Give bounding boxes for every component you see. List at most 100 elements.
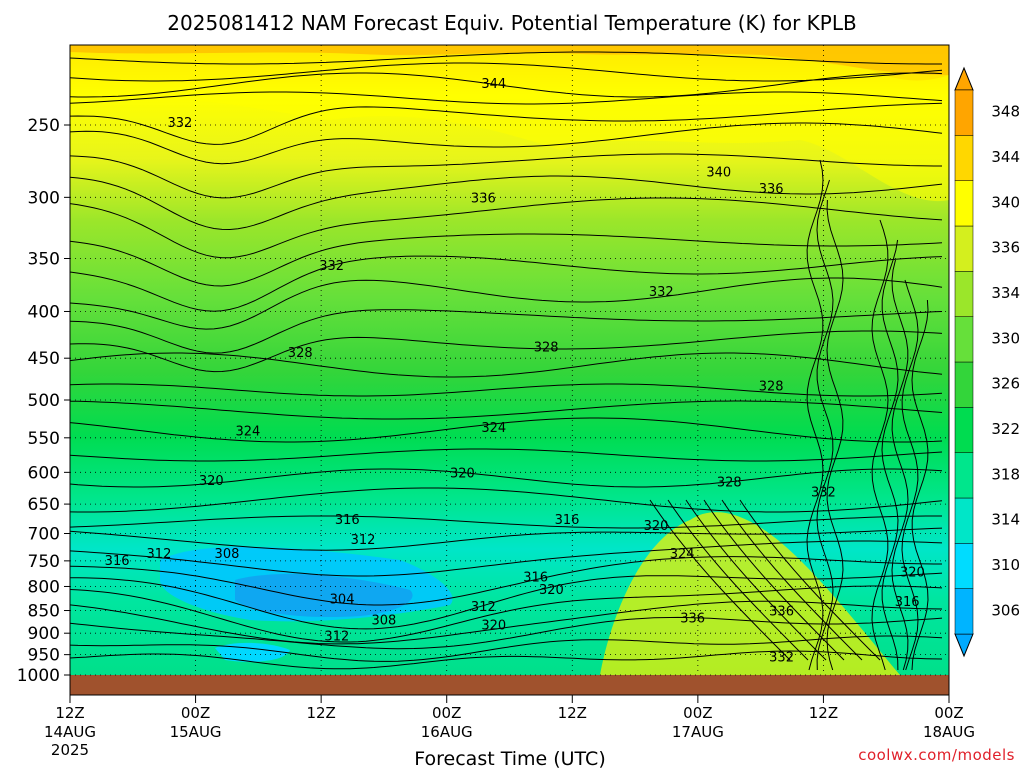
contour-label: 320: [199, 474, 224, 489]
contour-label-text: 340: [706, 165, 731, 180]
contour-line: [891, 259, 909, 671]
contour-label: 312: [471, 600, 496, 615]
colorbar-segment: [954, 543, 974, 589]
contour-label-text: 324: [670, 547, 695, 562]
colorbar-label: 348: [991, 103, 1020, 121]
x-tick-label: 14AUG: [44, 723, 96, 741]
contour-label-text: 336: [680, 611, 705, 626]
contour-line: [70, 515, 942, 529]
chart-title: 2025081412 NAM Forecast Equiv. Potential…: [167, 11, 856, 35]
contour-label: 328: [759, 379, 784, 394]
contour-line: [70, 650, 943, 670]
contour-label-text: 320: [481, 618, 506, 633]
contour-line: [721, 499, 863, 661]
contour-line: [685, 499, 827, 661]
contour-label-text: 336: [471, 191, 496, 206]
contour-label: 316: [523, 570, 548, 585]
contour-line: [70, 448, 943, 462]
contour-line: [70, 330, 943, 373]
contour-label: 336: [769, 605, 794, 620]
contour-line: [70, 400, 943, 420]
contour-line: [901, 279, 919, 671]
colorbar-segment: [954, 316, 974, 363]
grid-lines: [70, 45, 949, 676]
contour-label-text: 328: [534, 341, 559, 356]
contour-line: [667, 499, 809, 661]
contour-line: [70, 417, 943, 443]
contour-line: [70, 51, 942, 65]
contour-label: 308: [372, 614, 397, 629]
contour-label: 312: [351, 533, 376, 548]
x-tick-label: 12Z: [55, 704, 84, 722]
x-tick-label: 12Z: [558, 704, 587, 722]
contour-label: 312: [324, 629, 349, 644]
plot-frame: [69, 44, 950, 696]
contour-line: [70, 175, 943, 231]
colorbar-label: 340: [991, 193, 1020, 211]
contour-line: [70, 309, 943, 354]
contour-label: 316: [335, 513, 360, 528]
x-tick-label: 12Z: [809, 704, 838, 722]
contour-label-text: 320: [199, 474, 224, 489]
contour-lines: [70, 51, 943, 671]
contour-line: [70, 585, 943, 643]
contour-label: 328: [717, 475, 742, 490]
contour-label: 324: [235, 425, 260, 440]
contour-line: [70, 72, 943, 98]
contour-label: 316: [895, 595, 920, 610]
colorbar-segment: [954, 271, 974, 317]
contour-line: [649, 499, 791, 661]
y-tick-label: 1000: [17, 666, 60, 686]
warm-top-region: [70, 45, 949, 81]
contour-label: 332: [811, 486, 836, 501]
x-tick-label: 00Z: [934, 704, 963, 722]
y-axis: 2503003504004505005506006507007508008509…: [17, 116, 70, 686]
colorbar-segment: [954, 180, 974, 227]
contour-label-text: 304: [330, 593, 355, 608]
x-tick-label: 12Z: [306, 704, 335, 722]
contour-label-text: 344: [481, 77, 506, 92]
colorbar-label: 322: [991, 420, 1020, 438]
contour-label: 320: [539, 583, 564, 598]
contour-line: [70, 352, 943, 378]
contour-label-text: 312: [147, 547, 172, 562]
contour-line: [70, 197, 943, 259]
contour-label: 320: [450, 466, 475, 481]
contour-line: [739, 499, 881, 661]
y-tick-label: 700: [28, 524, 60, 544]
contour-label-text: 312: [471, 600, 496, 615]
contour-label-text: 328: [759, 379, 784, 394]
yellow-upper-region: [70, 52, 949, 202]
contour-line: [70, 383, 943, 397]
contour-label-text: 320: [450, 466, 475, 481]
contour-line: [70, 62, 943, 82]
contour-line: [70, 277, 943, 330]
contour-line: [70, 616, 943, 650]
contour-label: 320: [481, 618, 506, 633]
colorbar-segment: [954, 407, 974, 453]
contour-label: 332: [167, 116, 192, 131]
colorbar-segment: [954, 135, 974, 181]
y-tick-label: 450: [28, 349, 60, 369]
y-tick-label: 950: [28, 646, 60, 666]
contour-line: [703, 499, 845, 661]
contour-line: [70, 91, 943, 105]
contour-label: 328: [288, 346, 313, 361]
contour-label-text: 308: [215, 547, 240, 562]
y-tick-label: 850: [28, 602, 60, 622]
y-tick-label: 900: [28, 624, 60, 644]
contour-label-text: 332: [319, 259, 344, 274]
colorbar-label: 336: [991, 239, 1020, 257]
contour-label: 328: [534, 341, 559, 356]
y-tick-label: 250: [28, 116, 60, 136]
contour-label-text: 320: [900, 565, 925, 580]
contour-label: 344: [481, 77, 506, 92]
contour-line: [70, 572, 943, 630]
contour-line: [881, 239, 899, 671]
colorbar-segment: [954, 452, 974, 499]
contour-line: [70, 233, 943, 287]
y-tick-label: 650: [28, 495, 60, 515]
contour-label: 324: [481, 421, 506, 436]
